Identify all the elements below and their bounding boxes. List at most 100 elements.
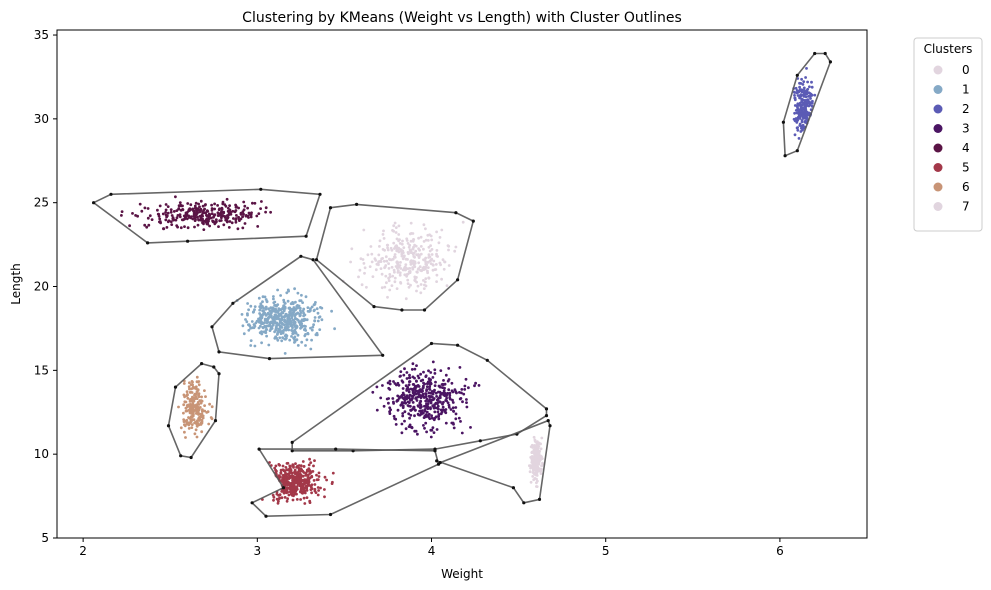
point-cluster-4 [201, 204, 205, 208]
point-cluster-4 [220, 213, 224, 217]
point-cluster-5 [281, 464, 285, 468]
point-cluster-3 [429, 378, 432, 382]
hull-vertex-cluster-4 [186, 239, 190, 243]
point-cluster-5 [295, 465, 298, 469]
point-cluster-3 [413, 367, 417, 371]
point-cluster-0 [539, 472, 543, 475]
point-cluster-5 [291, 463, 295, 466]
point-cluster-5 [283, 482, 287, 486]
point-cluster-2 [795, 111, 799, 115]
point-cluster-6 [196, 405, 200, 409]
point-cluster-7 [409, 248, 413, 252]
point-cluster-1 [285, 324, 289, 327]
point-cluster-7 [424, 256, 428, 260]
point-cluster-1 [262, 311, 266, 314]
point-cluster-1 [288, 306, 292, 310]
point-cluster-7 [401, 239, 404, 243]
point-cluster-4 [210, 203, 214, 207]
point-cluster-4 [145, 225, 149, 229]
point-cluster-6 [185, 422, 189, 426]
point-cluster-4 [138, 202, 142, 206]
point-cluster-4 [186, 202, 190, 205]
point-cluster-5 [301, 460, 305, 463]
point-cluster-6 [192, 386, 196, 390]
point-cluster-6 [195, 410, 199, 414]
point-cluster-7 [399, 281, 402, 284]
point-cluster-1 [276, 331, 279, 335]
point-cluster-4 [205, 214, 209, 218]
point-cluster-6 [188, 387, 191, 391]
point-cluster-3 [408, 423, 412, 427]
point-cluster-5 [286, 490, 289, 494]
point-cluster-3 [443, 391, 447, 395]
point-cluster-3 [405, 387, 409, 391]
point-cluster-5 [299, 467, 303, 470]
point-cluster-7 [412, 245, 415, 249]
point-cluster-7 [419, 291, 423, 295]
point-cluster-3 [429, 428, 433, 432]
hull-vertex-cluster-1 [231, 301, 235, 305]
point-cluster-4 [217, 208, 221, 212]
point-cluster-7 [422, 223, 426, 227]
point-cluster-2 [804, 121, 808, 124]
point-cluster-1 [313, 319, 317, 323]
point-cluster-3 [431, 398, 434, 402]
point-cluster-2 [806, 80, 809, 84]
point-cluster-3 [382, 404, 386, 408]
point-cluster-3 [427, 369, 430, 373]
point-cluster-7 [394, 265, 398, 268]
point-cluster-7 [391, 257, 395, 261]
point-cluster-1 [320, 318, 324, 322]
point-cluster-6 [190, 387, 194, 391]
legend-label-5: 5 [962, 161, 970, 175]
hull-vertex-cluster-3 [456, 343, 460, 347]
point-cluster-7 [438, 261, 442, 265]
point-cluster-5 [277, 497, 281, 501]
point-cluster-7 [422, 287, 426, 290]
point-cluster-6 [191, 405, 195, 408]
legend-label-2: 2 [962, 102, 970, 116]
point-cluster-5 [294, 480, 298, 483]
point-cluster-7 [424, 227, 427, 231]
point-cluster-5 [299, 475, 302, 479]
point-cluster-4 [205, 222, 209, 226]
point-cluster-5 [277, 474, 281, 478]
point-cluster-4 [196, 215, 199, 219]
point-cluster-7 [411, 232, 415, 235]
point-cluster-1 [242, 332, 246, 336]
point-cluster-1 [310, 328, 314, 332]
point-cluster-3 [379, 396, 383, 400]
point-cluster-1 [304, 295, 308, 299]
point-cluster-5 [313, 487, 317, 491]
point-cluster-1 [316, 319, 320, 323]
point-cluster-4 [189, 203, 193, 207]
point-cluster-1 [247, 323, 251, 326]
point-cluster-7 [408, 267, 412, 270]
point-cluster-2 [793, 94, 796, 97]
point-cluster-5 [293, 485, 297, 488]
point-cluster-6 [188, 403, 192, 406]
point-cluster-5 [292, 466, 295, 469]
point-cluster-7 [378, 245, 381, 248]
point-cluster-3 [443, 382, 447, 386]
point-cluster-4 [204, 211, 208, 215]
point-cluster-7 [393, 270, 396, 274]
point-cluster-3 [437, 384, 441, 388]
point-cluster-4 [225, 197, 229, 201]
hull-vertex-cluster-7 [355, 202, 359, 206]
point-cluster-4 [242, 200, 246, 204]
point-cluster-4 [235, 205, 238, 209]
point-cluster-4 [234, 209, 238, 212]
point-cluster-3 [396, 394, 400, 398]
point-cluster-3 [426, 414, 430, 418]
point-cluster-7 [408, 243, 412, 247]
point-cluster-7 [417, 261, 421, 265]
point-cluster-7 [387, 262, 390, 265]
point-cluster-4 [214, 221, 218, 224]
point-cluster-2 [796, 126, 799, 129]
point-cluster-7 [411, 239, 415, 243]
point-cluster-1 [290, 321, 293, 325]
point-cluster-1 [249, 339, 253, 342]
point-cluster-3 [423, 426, 426, 430]
